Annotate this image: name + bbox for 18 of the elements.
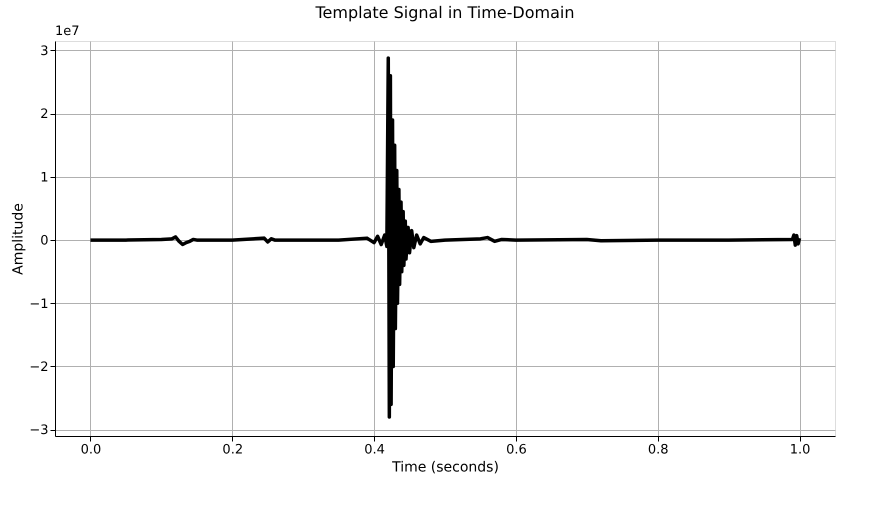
x-axis-title: Time (seconds)	[391, 460, 499, 476]
chart-title: Template Signal in Time-Domain	[314, 3, 575, 22]
y-tick-label: 1	[40, 170, 48, 186]
line-series	[88, 56, 802, 419]
x-tick-label: 0.6	[506, 442, 527, 458]
y-tick-label: −3	[29, 423, 48, 438]
y-tick-label: −2	[29, 360, 48, 375]
x-tick-label: 1.0	[790, 442, 810, 458]
y-tick-label: −1	[29, 296, 48, 312]
y-tick-label: 3	[40, 44, 48, 59]
x-tick-label: 0.0	[80, 442, 102, 458]
x-tick-label: 0.4	[364, 442, 385, 458]
x-tick-label: 0.8	[648, 442, 669, 458]
x-tick-label: 0.2	[222, 442, 244, 458]
y-tick-label: 2	[40, 107, 48, 122]
y-tick-label: 0	[40, 234, 48, 249]
text: 1e7	[55, 24, 80, 39]
y-axis-title: Amplitude	[10, 203, 26, 275]
